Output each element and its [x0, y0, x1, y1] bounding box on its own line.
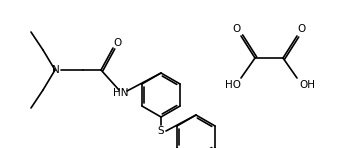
Text: HO: HO	[225, 80, 241, 90]
Text: OH: OH	[299, 80, 315, 90]
Text: S: S	[158, 126, 164, 136]
Text: O: O	[298, 24, 306, 34]
Text: N: N	[52, 65, 60, 75]
Text: O: O	[232, 24, 240, 34]
Text: HN: HN	[113, 88, 129, 98]
Text: O: O	[113, 38, 121, 48]
